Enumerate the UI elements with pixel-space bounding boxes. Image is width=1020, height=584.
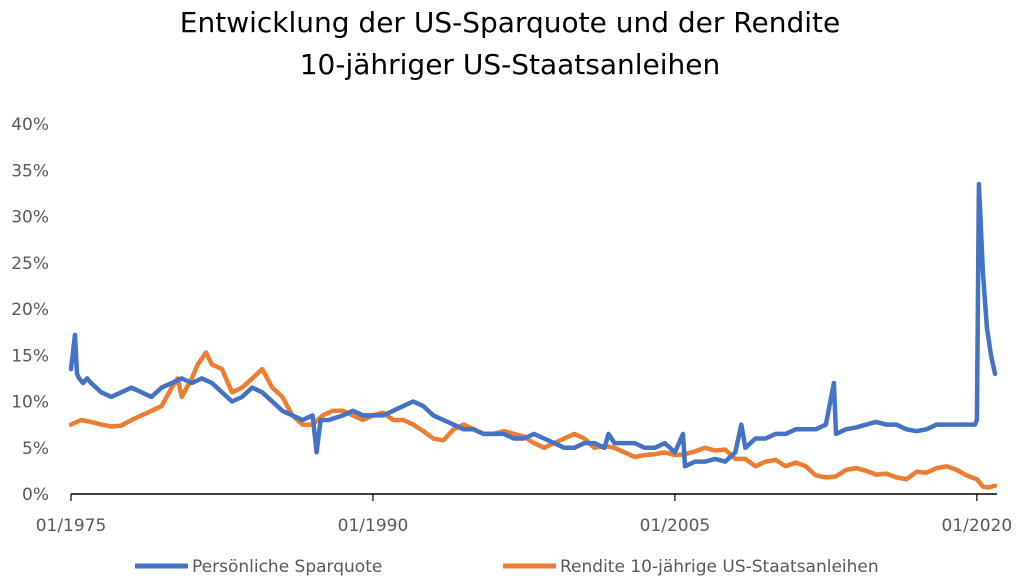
y-tick-label: 25%	[11, 254, 49, 274]
x-tick-label: 01/2020	[942, 516, 1013, 536]
x-tick-label: 01/1975	[36, 516, 107, 536]
x-tick-label: 01/2005	[640, 516, 711, 536]
y-tick-label: 20%	[11, 300, 49, 320]
chart-title-line-2: 10-jähriger US-Staatsanleihen	[300, 48, 721, 81]
y-tick-label: 30%	[11, 208, 49, 228]
y-tick-label: 10%	[11, 393, 49, 413]
y-tick-label: 40%	[11, 115, 49, 135]
series-line-sparquote	[68, 181, 998, 469]
y-tick-label: 0%	[22, 485, 49, 505]
y-axis-ticks: 0% 5% 10% 15% 20% 25% 30% 35% 40%	[11, 115, 49, 505]
legend-label-rendite: Rendite 10-jährige US-Staatsanleihen	[560, 557, 879, 577]
series-line-rendite	[68, 350, 998, 490]
y-tick-label: 15%	[11, 346, 49, 366]
y-tick-label: 35%	[11, 161, 49, 181]
chart-title-line-1: Entwicklung der US-Sparquote und der Ren…	[180, 6, 840, 39]
x-tick-label: 01/1990	[338, 516, 409, 536]
legend: Persönliche Sparquote Rendite 10-jährige…	[135, 557, 879, 577]
x-axis-ticks: 01/1975 01/1990 01/2005 01/2020	[36, 494, 1012, 536]
legend-label-sparquote: Persönliche Sparquote	[192, 557, 382, 577]
series-layer	[68, 181, 998, 490]
y-tick-label: 5%	[22, 439, 49, 459]
